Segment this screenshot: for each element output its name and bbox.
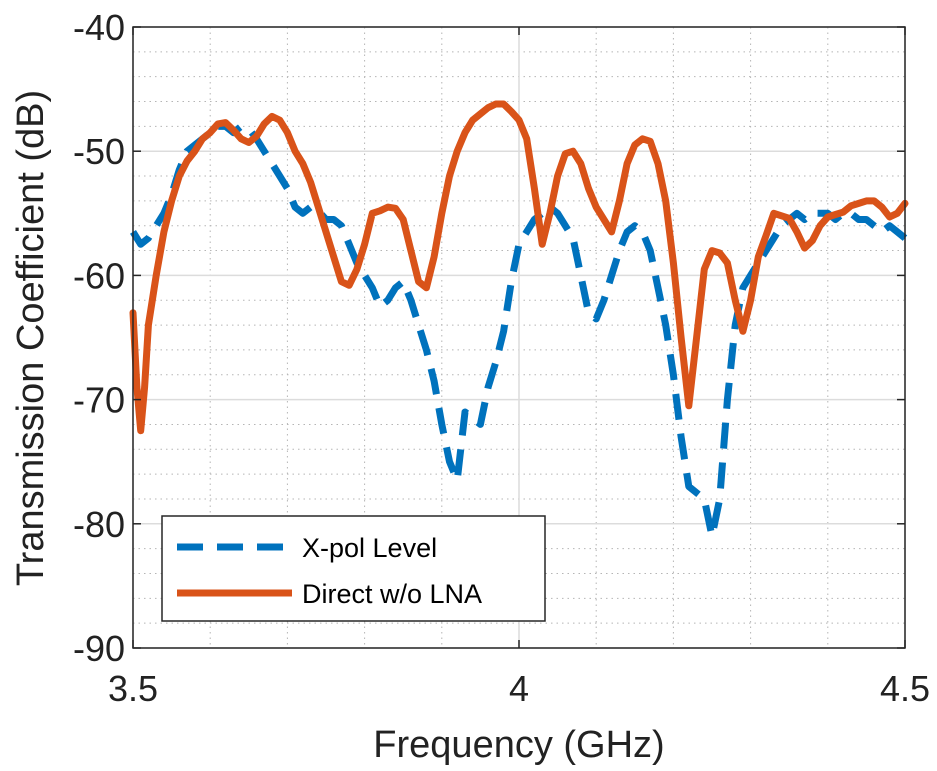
series-layer [129,100,909,540]
legend-label-direct: Direct w/o LNA [302,579,482,609]
legend-label-xpol: X-pol Level [302,533,437,563]
x-axis-label: Frequency (GHz) [373,724,664,766]
series-line-direct-wo-lna [129,100,909,435]
x-tick-label: 4.5 [880,668,930,709]
legend-box [161,515,546,622]
ticks: 3.5 4 4.5 -90 -80 -70 -60 -50 -40 [73,7,930,709]
y-tick-label: -50 [73,131,125,172]
x-tick-label: 3.5 [108,668,158,709]
y-tick-label: -60 [73,255,125,296]
legend: X-pol Level Direct w/o LNA [161,515,546,622]
y-tick-label: -40 [73,7,125,48]
y-tick-label: -80 [73,504,125,545]
y-tick-label: -70 [73,380,125,421]
x-tick-label: 4 [509,668,529,709]
series-line-xpol-level [130,122,908,540]
y-tick-label: -90 [73,628,125,669]
y-axis-label: Transmission Coefficient (dB) [10,90,52,586]
